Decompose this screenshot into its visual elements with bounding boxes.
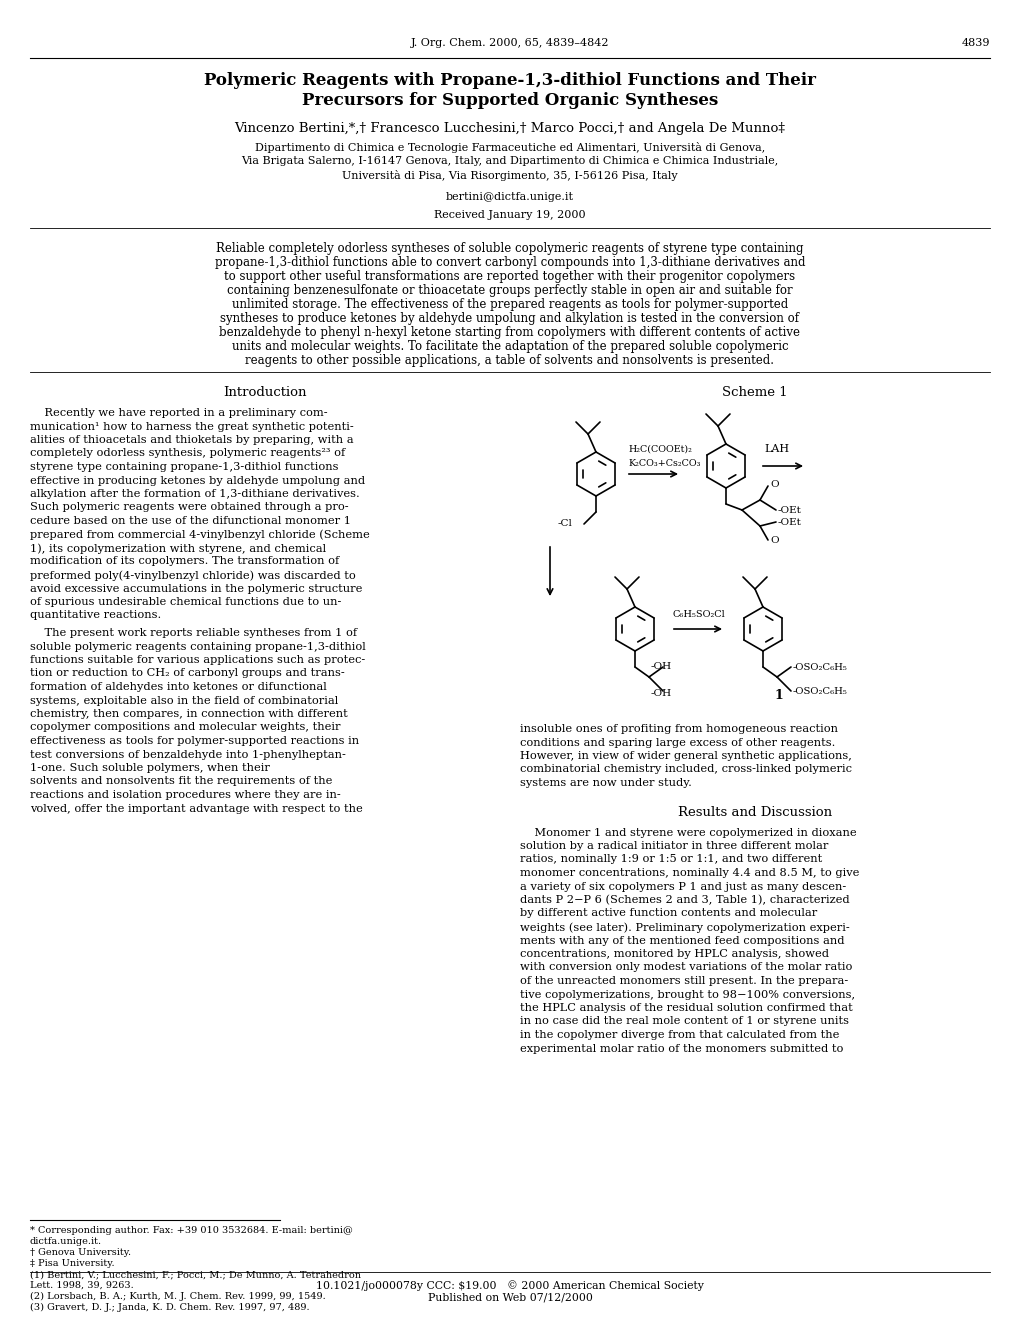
Text: ratios, nominally 1:9 or 1:5 or 1:1, and two different: ratios, nominally 1:9 or 1:5 or 1:1, and… <box>520 854 821 865</box>
Text: Reliable completely odorless syntheses of soluble copolymeric reagents of styren: Reliable completely odorless syntheses o… <box>216 242 803 255</box>
Text: with conversion only modest variations of the molar ratio: with conversion only modest variations o… <box>520 962 852 973</box>
Text: Via Brigata Salerno, I-16147 Genova, Italy, and Dipartimento di Chimica e Chimic: Via Brigata Salerno, I-16147 Genova, Ita… <box>242 156 777 166</box>
Text: modification of its copolymers. The transformation of: modification of its copolymers. The tran… <box>30 557 339 566</box>
Text: functions suitable for various applications such as protec-: functions suitable for various applicati… <box>30 655 365 665</box>
Text: concentrations, monitored by HPLC analysis, showed: concentrations, monitored by HPLC analys… <box>520 949 828 960</box>
Text: However, in view of wider general synthetic applications,: However, in view of wider general synthe… <box>520 751 851 762</box>
Text: test conversions of benzaldehyde into 1-phenylheptan-: test conversions of benzaldehyde into 1-… <box>30 750 345 759</box>
Text: experimental molar ratio of the monomers submitted to: experimental molar ratio of the monomers… <box>520 1044 843 1053</box>
Text: tive copolymerizations, brought to 98−100% conversions,: tive copolymerizations, brought to 98−10… <box>520 990 854 999</box>
Text: O: O <box>769 480 777 488</box>
Text: cedure based on the use of the difunctional monomer 1: cedure based on the use of the difunctio… <box>30 516 351 525</box>
Text: alkylation after the formation of 1,3-dithiane derivatives.: alkylation after the formation of 1,3-di… <box>30 488 360 499</box>
Text: unlimited storage. The effectiveness of the prepared reagents as tools for polym: unlimited storage. The effectiveness of … <box>231 298 788 312</box>
Text: Introduction: Introduction <box>223 385 307 399</box>
Text: systems, exploitable also in the field of combinatorial: systems, exploitable also in the field o… <box>30 696 338 705</box>
Text: 1: 1 <box>773 689 783 702</box>
Text: by different active function contents and molecular: by different active function contents an… <box>520 908 816 919</box>
Text: 10.1021/jo000078y CCC: $19.00   © 2000 American Chemical Society: 10.1021/jo000078y CCC: $19.00 © 2000 Ame… <box>316 1280 703 1291</box>
Text: (3) Gravert, D. J.; Janda, K. D. Chem. Rev. 1997, 97, 489.: (3) Gravert, D. J.; Janda, K. D. Chem. R… <box>30 1303 310 1312</box>
Text: Received January 19, 2000: Received January 19, 2000 <box>434 210 585 220</box>
Text: -OSO₂C₆H₅: -OSO₂C₆H₅ <box>792 663 847 672</box>
Text: syntheses to produce ketones by aldehyde umpolung and alkylation is tested in th: syntheses to produce ketones by aldehyde… <box>220 312 799 325</box>
Text: monomer concentrations, nominally 4.4 and 8.5 M, to give: monomer concentrations, nominally 4.4 an… <box>520 869 859 878</box>
Text: completely odorless synthesis, polymeric reagents²³ of: completely odorless synthesis, polymeric… <box>30 449 344 458</box>
Text: conditions and sparing large excess of other reagents.: conditions and sparing large excess of o… <box>520 738 835 747</box>
Text: Such polymeric reagents were obtained through a pro-: Such polymeric reagents were obtained th… <box>30 503 348 512</box>
Text: -OH: -OH <box>650 689 672 698</box>
Text: Recently we have reported in a preliminary com-: Recently we have reported in a prelimina… <box>30 408 327 418</box>
Text: effectiveness as tools for polymer-supported reactions in: effectiveness as tools for polymer-suppo… <box>30 737 359 746</box>
Text: H₂C(COOEt)₂: H₂C(COOEt)₂ <box>629 445 692 454</box>
Text: units and molecular weights. To facilitate the adaptation of the prepared solubl: units and molecular weights. To facilita… <box>231 341 788 352</box>
Text: 4839: 4839 <box>961 38 989 48</box>
Text: Dipartimento di Chimica e Tecnologie Farmaceutiche ed Alimentari, Università di : Dipartimento di Chimica e Tecnologie Far… <box>255 143 764 153</box>
Text: preformed poly(4-vinylbenzyl chloride) was discarded to: preformed poly(4-vinylbenzyl chloride) w… <box>30 570 356 581</box>
Text: Lett. 1998, 39, 9263.: Lett. 1998, 39, 9263. <box>30 1280 133 1290</box>
Text: systems are now under study.: systems are now under study. <box>520 777 691 788</box>
Text: 1-one. Such soluble polymers, when their: 1-one. Such soluble polymers, when their <box>30 763 270 774</box>
Text: in the copolymer diverge from that calculated from the: in the copolymer diverge from that calcu… <box>520 1030 839 1040</box>
Text: -Cl: -Cl <box>556 519 572 528</box>
Text: formation of aldehydes into ketones or difunctional: formation of aldehydes into ketones or d… <box>30 682 326 692</box>
Text: propane-1,3-dithiol functions able to convert carbonyl compounds into 1,3-dithia: propane-1,3-dithiol functions able to co… <box>215 256 804 269</box>
Text: solution by a radical initiator in three different molar: solution by a radical initiator in three… <box>520 841 827 851</box>
Text: * Corresponding author. Fax: +39 010 3532684. E-mail: bertini@: * Corresponding author. Fax: +39 010 353… <box>30 1226 353 1236</box>
Text: † Genova University.: † Genova University. <box>30 1247 131 1257</box>
Text: quantitative reactions.: quantitative reactions. <box>30 610 161 620</box>
Text: J. Org. Chem. 2000, 65, 4839–4842: J. Org. Chem. 2000, 65, 4839–4842 <box>411 38 608 48</box>
Text: dants P 2−P 6 (Schemes 2 and 3, Table 1), characterized: dants P 2−P 6 (Schemes 2 and 3, Table 1)… <box>520 895 849 906</box>
Text: alities of thioacetals and thioketals by preparing, with a: alities of thioacetals and thioketals by… <box>30 436 354 445</box>
Text: -OH: -OH <box>650 663 672 671</box>
Text: Results and Discussion: Results and Discussion <box>678 805 832 818</box>
Text: Vincenzo Bertini,*,† Francesco Lucchesini,† Marco Pocci,† and Angela De Munno‡: Vincenzo Bertini,*,† Francesco Lucchesin… <box>234 121 785 135</box>
Text: ‡ Pisa University.: ‡ Pisa University. <box>30 1259 114 1269</box>
Text: containing benzenesulfonate or thioacetate groups perfectly stable in open air a: containing benzenesulfonate or thioaceta… <box>227 284 792 297</box>
Text: soluble polymeric reagents containing propane-1,3-dithiol: soluble polymeric reagents containing pr… <box>30 642 366 652</box>
Text: -OEt: -OEt <box>777 506 801 515</box>
Text: copolymer compositions and molecular weights, their: copolymer compositions and molecular wei… <box>30 722 340 733</box>
Text: (1) Bertini, V.; Lucchesini, F.; Pocci, M.; De Munno, A. Tetrahedron: (1) Bertini, V.; Lucchesini, F.; Pocci, … <box>30 1270 361 1279</box>
Text: avoid excessive accumulations in the polymeric structure: avoid excessive accumulations in the pol… <box>30 583 362 594</box>
Text: bertini@dictfa.unige.it: bertini@dictfa.unige.it <box>445 191 574 202</box>
Text: a variety of six copolymers P 1 and just as many descen-: a variety of six copolymers P 1 and just… <box>520 882 846 891</box>
Text: combinatorial chemistry included, cross-linked polymeric: combinatorial chemistry included, cross-… <box>520 764 851 775</box>
Text: Published on Web 07/12/2000: Published on Web 07/12/2000 <box>427 1294 592 1303</box>
Text: benzaldehyde to phenyl n-hexyl ketone starting from copolymers with different co: benzaldehyde to phenyl n-hexyl ketone st… <box>219 326 800 339</box>
Text: LAH: LAH <box>763 444 789 454</box>
Text: 1), its copolymerization with styrene, and chemical: 1), its copolymerization with styrene, a… <box>30 543 326 553</box>
Text: to support other useful transformations are reported together with their progeni: to support other useful transformations … <box>224 271 795 282</box>
Text: tion or reduction to CH₂ of carbonyl groups and trans-: tion or reduction to CH₂ of carbonyl gro… <box>30 668 344 678</box>
Text: in no case did the real mole content of 1 or styrene units: in no case did the real mole content of … <box>520 1016 848 1027</box>
Text: prepared from commercial 4-vinylbenzyl chloride (Scheme: prepared from commercial 4-vinylbenzyl c… <box>30 529 370 540</box>
Text: the HPLC analysis of the residual solution confirmed that: the HPLC analysis of the residual soluti… <box>520 1003 852 1012</box>
Text: volved, offer the important advantage with respect to the: volved, offer the important advantage wi… <box>30 804 363 813</box>
Text: reagents to other possible applications, a table of solvents and nonsolvents is : reagents to other possible applications,… <box>246 354 773 367</box>
Text: of spurious undesirable chemical functions due to un-: of spurious undesirable chemical functio… <box>30 597 341 607</box>
Text: Scheme 1: Scheme 1 <box>721 385 787 399</box>
Text: chemistry, then compares, in connection with different: chemistry, then compares, in connection … <box>30 709 347 719</box>
Text: munication¹ how to harness the great synthetic potenti-: munication¹ how to harness the great syn… <box>30 421 354 432</box>
Text: weights (see later). Preliminary copolymerization experi-: weights (see later). Preliminary copolym… <box>520 921 849 932</box>
Text: Polymeric Reagents with Propane-1,3-dithiol Functions and Their: Polymeric Reagents with Propane-1,3-dith… <box>204 73 815 88</box>
Text: K₂CO₃+Cs₂CO₃: K₂CO₃+Cs₂CO₃ <box>629 459 701 469</box>
Text: Università di Pisa, Via Risorgimento, 35, I-56126 Pisa, Italy: Università di Pisa, Via Risorgimento, 35… <box>341 170 678 181</box>
Text: C₆H₅SO₂Cl: C₆H₅SO₂Cl <box>673 610 726 619</box>
Text: solvents and nonsolvents fit the requirements of the: solvents and nonsolvents fit the require… <box>30 776 332 787</box>
Text: The present work reports reliable syntheses from 1 of: The present work reports reliable synthe… <box>30 628 357 638</box>
Text: effective in producing ketones by aldehyde umpolung and: effective in producing ketones by aldehy… <box>30 475 365 486</box>
Text: styrene type containing propane-1,3-dithiol functions: styrene type containing propane-1,3-dith… <box>30 462 338 473</box>
Text: reactions and isolation procedures where they are in-: reactions and isolation procedures where… <box>30 789 340 800</box>
Text: ments with any of the mentioned feed compositions and: ments with any of the mentioned feed com… <box>520 936 844 945</box>
Text: O: O <box>769 536 777 545</box>
Text: insoluble ones of profiting from homogeneous reaction: insoluble ones of profiting from homogen… <box>520 723 838 734</box>
Text: Precursors for Supported Organic Syntheses: Precursors for Supported Organic Synthes… <box>302 92 717 110</box>
Text: (2) Lorsbach, B. A.; Kurth, M. J. Chem. Rev. 1999, 99, 1549.: (2) Lorsbach, B. A.; Kurth, M. J. Chem. … <box>30 1292 325 1302</box>
Text: of the unreacted monomers still present. In the prepara-: of the unreacted monomers still present.… <box>520 975 848 986</box>
Text: -OSO₂C₆H₅: -OSO₂C₆H₅ <box>792 686 847 696</box>
Text: -OEt: -OEt <box>777 517 801 527</box>
Text: Monomer 1 and styrene were copolymerized in dioxane: Monomer 1 and styrene were copolymerized… <box>520 828 856 837</box>
Text: dictfa.unige.it.: dictfa.unige.it. <box>30 1237 102 1246</box>
